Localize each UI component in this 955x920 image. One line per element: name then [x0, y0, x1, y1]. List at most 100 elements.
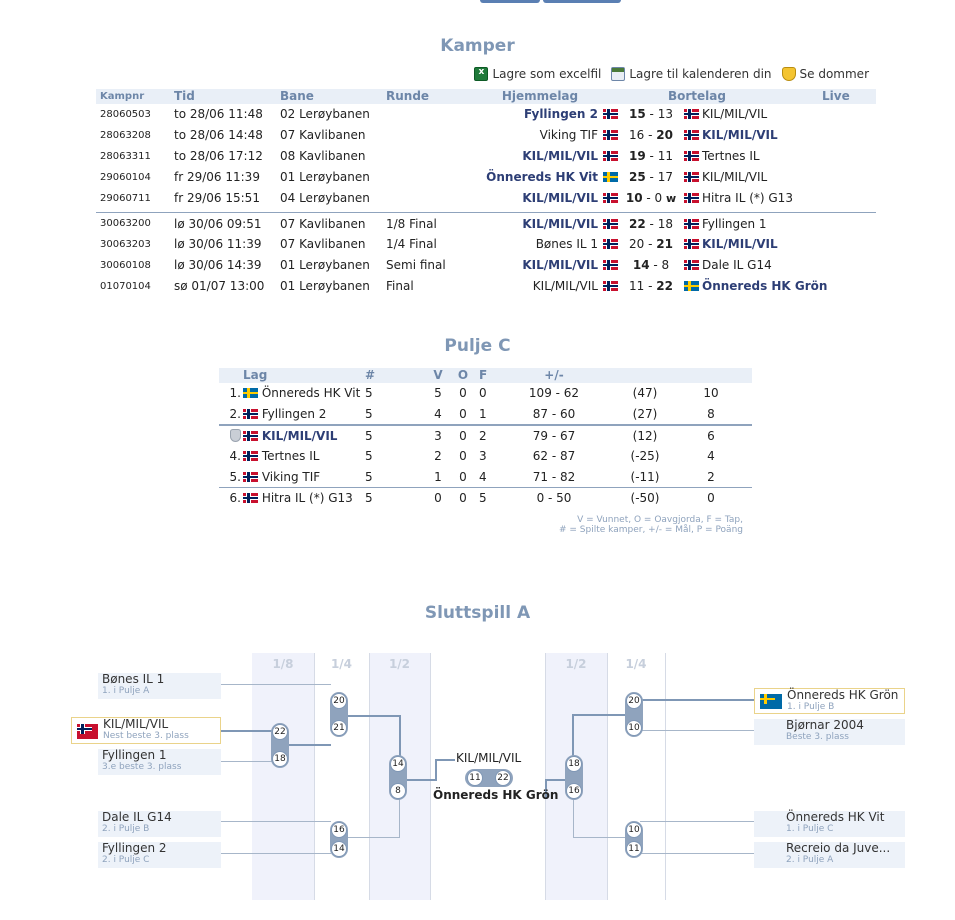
home-score: 10	[625, 191, 643, 205]
away-team[interactable]: Hitra IL (*) G13	[702, 191, 793, 205]
team-name[interactable]: Tertnes IL	[261, 449, 320, 463]
away-team[interactable]: KIL/MIL/VIL	[702, 170, 768, 184]
home-team[interactable]: KIL/MIL/VIL	[522, 149, 598, 163]
match-row[interactable]: 28063208 to 28/06 14:48 07 Kavlibanen Vikin…	[96, 125, 876, 146]
bracket-team-left[interactable]: Bønes IL 1 1. i Pulje A	[98, 673, 221, 699]
team-name[interactable]: Hitra IL (*) G13	[261, 491, 353, 505]
team-name[interactable]: Viking TIF	[261, 470, 321, 484]
score-home: 14	[390, 756, 406, 772]
score-home: 11	[467, 770, 483, 786]
norway-flag-icon	[243, 472, 258, 482]
referee-link[interactable]: Se dommer	[781, 67, 869, 81]
match-score-1-8[interactable]: 22 18	[271, 723, 289, 768]
away-team[interactable]: KIL/MIL/VIL	[702, 107, 768, 121]
standings-row[interactable]: 6. Hitra IL (*) G13 5 0 0 5 0 - 50 (-50) 0	[219, 488, 752, 509]
goal-diff: (-11)	[630, 470, 660, 484]
goals: 0 - 50	[536, 491, 572, 505]
lost: 4	[479, 470, 487, 484]
match-score-1-4-a[interactable]: 20 21	[330, 692, 348, 737]
draw: 0	[459, 429, 467, 443]
match-row[interactable]: 30060108 lø 30/06 14:39 01 Lerøybanen Semi …	[96, 255, 876, 276]
match-row[interactable]: 28063311 to 28/06 17:12 08 Kavlibanen KIL/M…	[96, 146, 876, 167]
norway-flag-icon	[683, 193, 699, 203]
save-calendar-link[interactable]: Lagre til kalenderen din	[611, 67, 772, 81]
away-team[interactable]: Tertnes IL	[702, 149, 760, 163]
match-score-semi-left[interactable]: 14 8	[389, 755, 407, 800]
col-won: V	[433, 368, 443, 382]
team-seed: 2. i Pulje B	[102, 824, 150, 834]
bracket-team-right-winner[interactable]: Önnereds HK Grön 1. i Pulje B	[754, 688, 905, 714]
final-score-pill[interactable]: 11 22	[465, 769, 513, 787]
save-excel-link[interactable]: Lagre som excelfil	[474, 67, 601, 81]
home-team[interactable]: Önnereds HK Vit	[486, 170, 598, 184]
score-away: 10	[626, 720, 642, 736]
match-row[interactable]: 01070104 sø 01/07 13:00 01 Lerøybanen Final…	[96, 276, 876, 297]
pool-title: Pulje C	[444, 336, 511, 356]
col-runde: Runde	[386, 89, 430, 103]
col-lost: F	[479, 368, 488, 382]
match-score-1-4-b[interactable]: 16 14	[330, 821, 348, 858]
home-team[interactable]: KIL/MIL/VIL	[532, 279, 598, 293]
away-team[interactable]: Dale IL G14	[702, 258, 772, 272]
bracket-team-right[interactable]: Önnereds HK Vit 1. i Pulje C	[754, 811, 905, 837]
bracket-team-right[interactable]: Bjørnar 2004 Beste 3. plass	[754, 719, 905, 745]
score-home: 10	[626, 822, 642, 838]
home-team[interactable]: KIL/MIL/VIL	[522, 191, 598, 205]
team-name[interactable]: Fyllingen 2	[261, 407, 327, 421]
round-label-1-2-right: 1/2	[565, 657, 587, 671]
match-number: 01070104	[100, 281, 151, 292]
match-row[interactable]: 29060104 fr 29/06 11:39 01 Lerøybanen Önner…	[96, 167, 876, 188]
bracket-team-right[interactable]: Recreio da Juve... 2. i Pulje A	[754, 842, 905, 868]
match-row[interactable]: 30063203 lø 30/06 11:39 07 Kavlibanen 1/4 F…	[96, 234, 876, 255]
points: 6	[707, 429, 715, 443]
home-team[interactable]: KIL/MIL/VIL	[522, 217, 598, 231]
team-name: Recreio da Juve...	[786, 841, 891, 855]
bracket-team-left-own[interactable]: KIL/MIL/VIL Nest beste 3. plass	[71, 717, 221, 744]
norway-flag-icon	[243, 409, 258, 419]
final-home-team[interactable]: KIL/MIL/VIL	[456, 751, 522, 765]
match-field: 08 Kavlibanen	[280, 149, 366, 163]
away-team[interactable]: Önnereds HK Grön	[702, 279, 828, 293]
standings-row[interactable]: 5. Viking TIF 5 1 0 4 71 - 82 (-11) 2	[219, 467, 752, 488]
draw: 0	[459, 407, 467, 421]
match-time: sø 01/07 13:00	[174, 279, 265, 293]
bracket-team-left[interactable]: Fyllingen 1 3.e beste 3. plass	[98, 749, 221, 775]
match-row[interactable]: 28060503 to 28/06 11:48 02 Lerøybanen Fylli…	[96, 104, 876, 125]
norway-flag-icon	[602, 130, 618, 140]
home-team[interactable]: Bønes IL 1	[535, 237, 598, 251]
match-number: 29060104	[100, 172, 151, 183]
match-score-1-4-d[interactable]: 10 11	[625, 821, 643, 858]
final-away-team[interactable]: Önnereds HK Grön	[433, 788, 559, 802]
bracket-team-left[interactable]: Dale IL G14 2. i Pulje B	[98, 811, 221, 837]
match-score-semi-right[interactable]: 18 16	[565, 755, 583, 800]
team-name[interactable]: KIL/MIL/VIL	[261, 429, 338, 443]
home-team[interactable]: Fyllingen 2	[523, 107, 598, 121]
matches-title: Kamper	[440, 36, 515, 56]
score-home: 16	[331, 822, 347, 838]
standings-row[interactable]: 2. Fyllingen 2 5 4 0 1 87 - 60 (27) 8	[219, 404, 752, 425]
team-cell: Tertnes IL	[243, 446, 365, 467]
standings-row[interactable]: 1. Önnereds HK Vit 5 5 0 0 109 - 62 (47) 10	[219, 383, 752, 404]
standings-row[interactable]: KIL/MIL/VIL 5 3 0 2 79 - 67 (12) 6	[219, 425, 752, 446]
played: 5	[365, 429, 373, 443]
match-field: 04 Lerøybanen	[280, 191, 370, 205]
away-team[interactable]: KIL/MIL/VIL	[702, 128, 778, 142]
sweden-flag-icon	[760, 694, 782, 709]
col-tid: Tid	[174, 89, 195, 103]
standings-row[interactable]: 4. Tertnes IL 5 2 0 3 62 - 87 (-25) 4	[219, 446, 752, 467]
away-team[interactable]: Fyllingen 1	[702, 217, 767, 231]
round-label-1-8: 1/8	[272, 657, 294, 671]
home-team[interactable]: KIL/MIL/VIL	[522, 258, 598, 272]
team-name: KIL/MIL/VIL	[103, 717, 169, 731]
team-cell: KIL/MIL/VIL	[243, 426, 365, 446]
home-score: 15	[629, 107, 646, 121]
bracket-team-left[interactable]: Fyllingen 2 2. i Pulje C	[98, 842, 221, 868]
team-name[interactable]: Önnereds HK Vit	[261, 386, 361, 400]
match-number: 30063203	[100, 239, 151, 250]
away-team[interactable]: KIL/MIL/VIL	[702, 237, 778, 251]
match-row[interactable]: 29060711 fr 29/06 15:51 04 Lerøybanen KIL/M…	[96, 188, 876, 209]
match-score-1-4-c[interactable]: 20 10	[625, 692, 643, 737]
match-field: 07 Kavlibanen	[280, 237, 366, 251]
home-team[interactable]: Viking TIF	[539, 128, 598, 142]
match-row[interactable]: 30063200 lø 30/06 09:51 07 Kavlibanen 1/8 F…	[96, 212, 876, 234]
